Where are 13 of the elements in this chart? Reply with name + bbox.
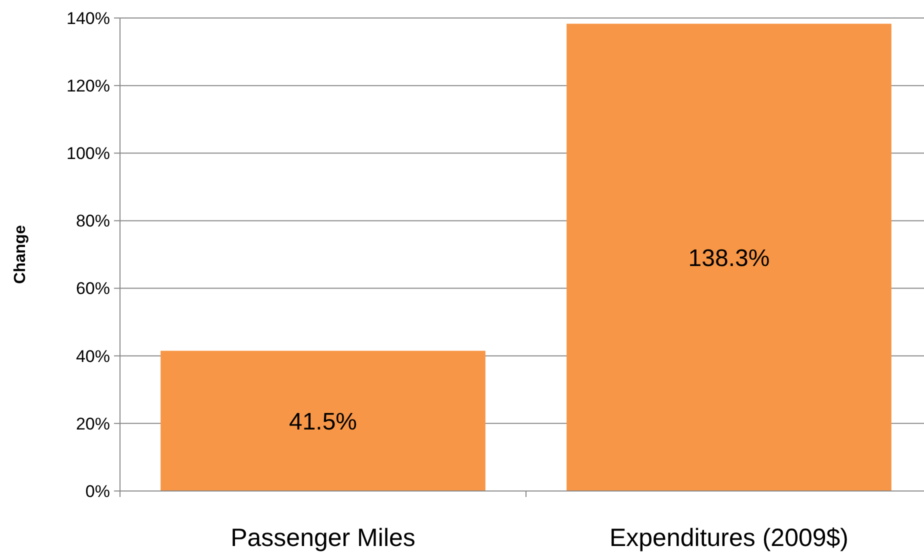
y-tick-label: 0% xyxy=(85,482,110,501)
y-tick-label: 40% xyxy=(76,346,110,366)
y-axis-title: Change xyxy=(12,225,29,284)
y-tick-label: 140% xyxy=(66,8,110,28)
y-tick-label: 60% xyxy=(76,279,110,298)
y-tick-label: 20% xyxy=(76,414,110,434)
data-label: 138.3% xyxy=(688,244,770,272)
data-label: 41.5% xyxy=(288,408,358,436)
y-tick-label: 80% xyxy=(76,212,110,231)
y-tick-label: 100% xyxy=(66,144,110,164)
x-tick-label: Passenger Miles xyxy=(230,524,416,552)
y-tick-label: 120% xyxy=(66,76,110,96)
x-tick-label: Expenditures (2009$) xyxy=(609,524,849,552)
